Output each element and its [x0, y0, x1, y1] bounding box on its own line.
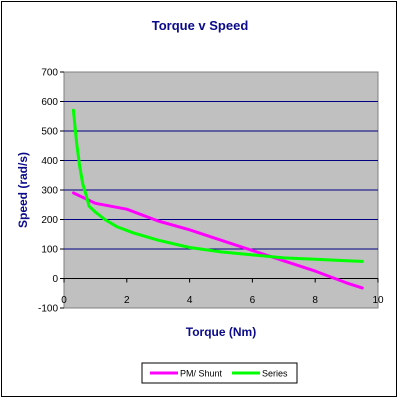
y-tick-label: 300 — [41, 186, 58, 197]
x-tick-label: 4 — [187, 295, 193, 306]
legend-box — [141, 362, 298, 384]
series-lines — [71, 108, 364, 290]
x-tick-labels: 0 2 4 6 8 10 — [61, 278, 384, 306]
chart-title: Torque v Speed — [152, 18, 249, 33]
x-tick-label: 2 — [124, 295, 130, 306]
x-axis-label: Torque (Nm) — [186, 325, 256, 339]
y-tick-label: 500 — [41, 127, 58, 138]
x-tick-label: 8 — [312, 295, 318, 306]
gridlines — [64, 101, 378, 279]
series-line-1 — [71, 108, 364, 263]
x-tick-label: 10 — [372, 295, 384, 306]
y-tick-label: 0 — [52, 274, 58, 285]
x-tick-label: 0 — [61, 295, 67, 306]
legend-label: PM/ Shunt — [180, 369, 223, 379]
y-axis-label: Speed (rad/s) — [16, 152, 30, 228]
y-tick-label: 600 — [41, 97, 58, 108]
y-tick-label: 200 — [41, 215, 58, 226]
legend: PM/ Shunt Series — [150, 369, 288, 379]
legend-label: Series — [262, 369, 288, 379]
y-tick-label: 700 — [41, 68, 58, 79]
y-tick-label: 100 — [41, 245, 58, 256]
y-tick-label: -100 — [38, 304, 58, 315]
x-tick-label: 6 — [250, 295, 256, 306]
series-line-0 — [71, 191, 364, 290]
y-tick-label: 400 — [41, 156, 58, 167]
